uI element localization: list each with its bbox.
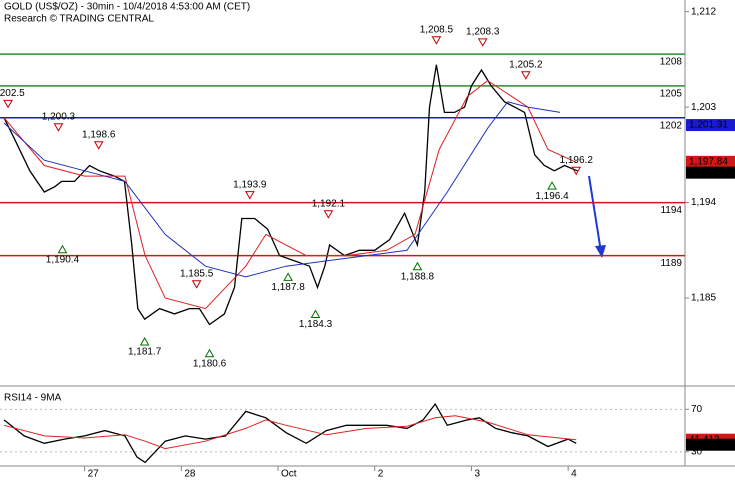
last-value-box <box>686 438 735 451</box>
last-value-label: 1,197.84 <box>689 156 728 167</box>
x-tick-label: 27 <box>88 469 100 480</box>
x-tick-label: 4 <box>571 469 577 480</box>
x-tick-label: 2 <box>378 469 384 480</box>
high-marker <box>53 123 64 132</box>
low-marker <box>310 309 321 318</box>
low-marker <box>547 181 557 190</box>
y-tick-label: 30 <box>691 446 703 457</box>
annotation-label: 1,202.5 <box>0 88 25 99</box>
annotation-label: 1,180.6 <box>193 358 227 369</box>
level-label: 1208 <box>660 57 683 68</box>
series-line <box>3 64 578 326</box>
low-marker <box>139 337 150 346</box>
level-label: 1202 <box>660 120 683 131</box>
high-marker <box>3 99 13 109</box>
y-tick-label: 1,212 <box>691 6 716 17</box>
x-tick-label: Oct <box>281 469 297 480</box>
low-marker <box>57 244 68 254</box>
high-marker <box>191 280 202 289</box>
x-tick-label: 28 <box>184 469 196 480</box>
annotation-label: 1,185.5 <box>180 268 214 279</box>
y-tick-label: 70 <box>691 404 703 415</box>
level-label: 1205 <box>660 89 683 100</box>
high-marker <box>520 71 531 80</box>
last-value-box <box>686 166 735 179</box>
chart-title: GOLD (US$/OZ) - 30min - 10/4/2018 4:53:0… <box>4 2 250 13</box>
annotation-label: 1,208.3 <box>466 27 500 38</box>
level-label: 1189 <box>660 258 682 269</box>
high-marker <box>244 191 255 200</box>
last-value-box <box>686 119 735 132</box>
high-marker <box>571 166 582 176</box>
series-line <box>3 79 577 310</box>
series-line <box>3 415 577 450</box>
annotation-label: 1,187.8 <box>271 282 305 293</box>
annotation-label: 1,198.6 <box>82 129 116 140</box>
annotation-label: 1,184.3 <box>299 319 333 330</box>
series-line <box>3 101 561 278</box>
y-tick-label: 1,194 <box>691 197 716 208</box>
annotation-label: 1,193.9 <box>233 179 267 190</box>
annotation-label: 1,196.4 <box>535 191 569 202</box>
annotation-label: 1,192.1 <box>312 198 346 209</box>
last-value-label: 1,196.82 <box>689 167 728 178</box>
last-value-box <box>686 155 735 168</box>
rsi-title: RSI14 - 9MA <box>4 393 62 404</box>
annotation-label: 1,208.5 <box>420 24 454 35</box>
annotation-label: 1,200.3 <box>42 111 76 122</box>
low-marker <box>204 348 215 358</box>
annotation-label: 1,196.2 <box>560 155 594 166</box>
annotation-label: 1,188.8 <box>401 271 435 282</box>
y-tick-label: 1,185 <box>691 293 716 304</box>
arrow-line <box>588 175 602 253</box>
low-marker <box>283 272 293 281</box>
series-line <box>3 402 577 464</box>
arrow-head <box>595 245 606 258</box>
chart-subtitle: Research © TRADING CENTRAL <box>4 14 154 25</box>
x-tick-label: 3 <box>474 469 480 480</box>
annotation-label: 1,181.7 <box>128 347 162 358</box>
y-tick-label: 1,203 <box>691 102 716 113</box>
high-marker <box>477 38 488 47</box>
last-value-label: 36.6713 <box>689 439 726 450</box>
annotation-label: 1,190.4 <box>46 254 80 265</box>
forecast-arrow <box>588 175 606 258</box>
high-marker <box>323 210 334 219</box>
low-marker <box>412 261 423 271</box>
annotation-label: 1,205.2 <box>509 59 543 70</box>
high-marker <box>431 36 442 45</box>
high-marker <box>93 141 104 150</box>
level-label: 1194 <box>660 205 682 216</box>
last-value-label: 1,201.31 <box>689 120 728 131</box>
